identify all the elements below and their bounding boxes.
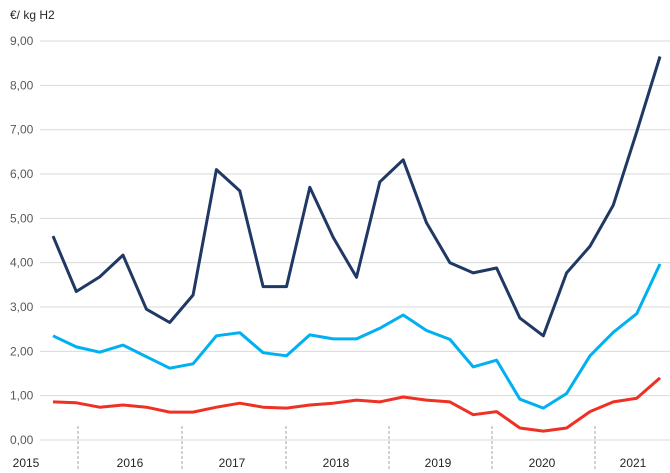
series-dark-line [51, 56, 662, 338]
x-tick-label: 2021 [620, 456, 647, 470]
x-tick-label: 2017 [219, 456, 246, 470]
y-tick-label: 0,00 [10, 433, 34, 447]
series-light-line [52, 263, 662, 410]
y-tick-label: 1,00 [10, 389, 34, 403]
y-tick-label: 7,00 [10, 123, 34, 137]
x-tick-label: 2015 [13, 456, 40, 470]
y-tick-label: 3,00 [10, 300, 34, 314]
y-tick-label: 5,00 [10, 211, 34, 225]
y-axis-label: €/ kg H2 [10, 8, 55, 22]
y-tick-label: 9,00 [10, 34, 34, 48]
series-red-line [52, 376, 661, 433]
y-tick-label: 4,00 [10, 256, 34, 270]
y-tick-label: 8,00 [10, 78, 34, 92]
y-tick-label: 2,00 [10, 344, 34, 358]
x-tick-label: 2020 [529, 456, 556, 470]
x-tick-label: 2019 [425, 456, 452, 470]
y-tick-label: 6,00 [10, 167, 34, 181]
x-tick-label: 2018 [323, 456, 350, 470]
x-tick-label: 2016 [117, 456, 144, 470]
